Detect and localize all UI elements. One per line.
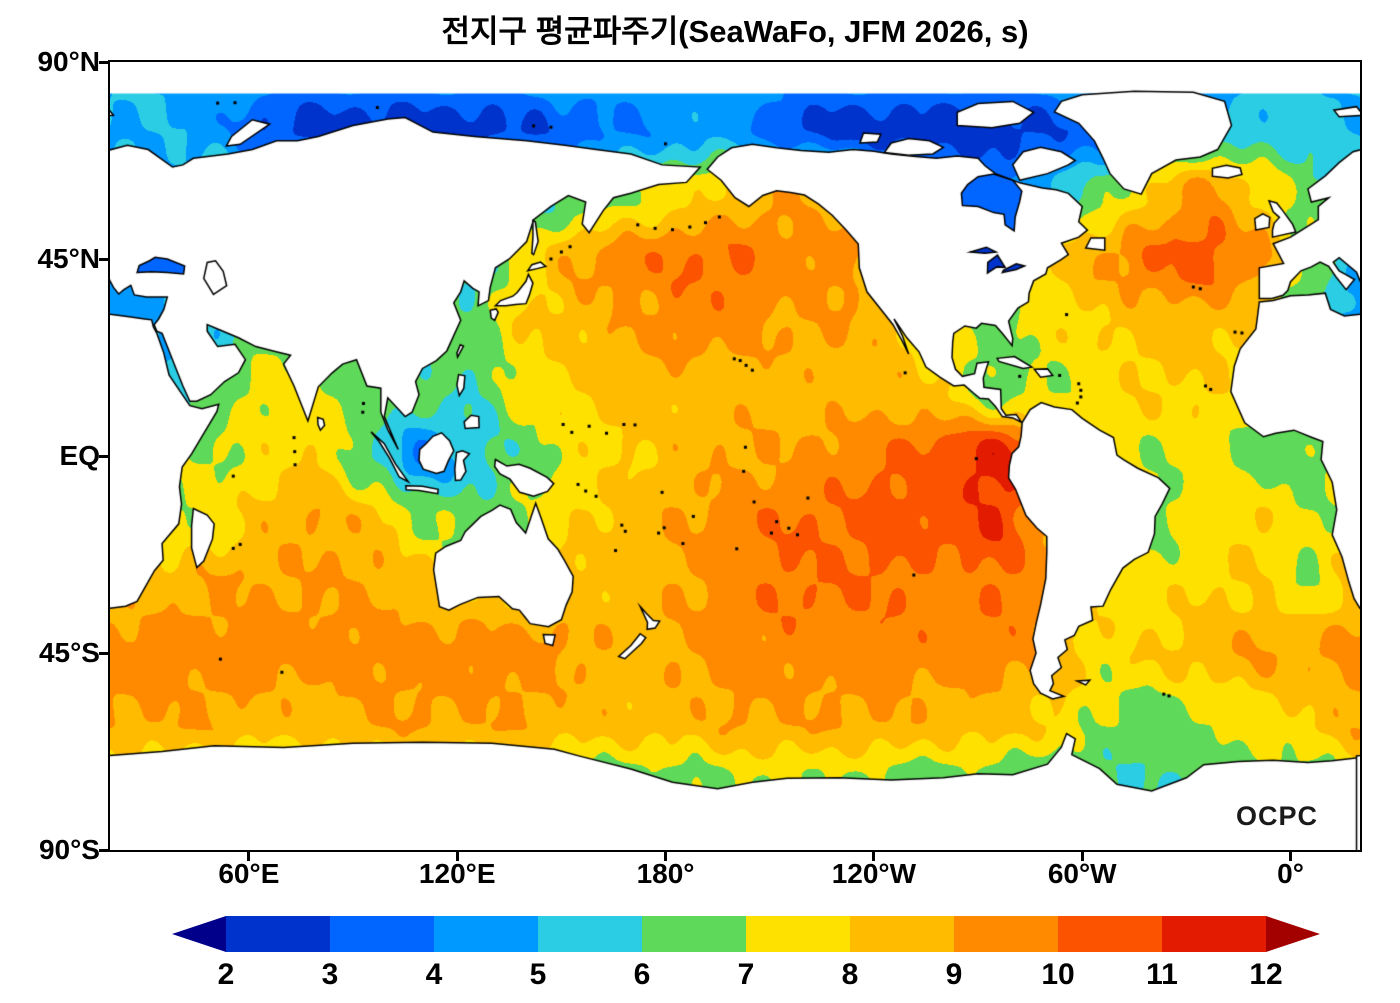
- colorbar-tick-label: 12: [1249, 958, 1283, 991]
- colorbar: 2 3 4 5 6 7 8 9 10 11 12: [172, 916, 1320, 991]
- colorbar-tick-label: 10: [1041, 958, 1075, 991]
- y-tick: [99, 454, 108, 458]
- x-axis-label: 60°W: [1047, 858, 1117, 889]
- colorbar-tick-label: 5: [529, 958, 547, 991]
- x-tick: [1080, 852, 1084, 861]
- x-tick: [1289, 852, 1293, 861]
- colorbar-segment: [434, 916, 538, 952]
- y-axis-label: 90°N: [37, 46, 100, 77]
- x-axis-label: 120°W: [831, 858, 917, 889]
- colorbar-segment: [1162, 916, 1266, 952]
- colorbar-segment: [330, 916, 434, 952]
- colorbar-tick-label: 4: [425, 958, 443, 991]
- x-tick: [455, 852, 459, 861]
- colorbar-segments: 2 3 4 5 6 7 8 9 10 11 12: [218, 916, 1283, 991]
- x-axis-label: 60°E: [218, 858, 280, 889]
- colorbar-segment: [226, 916, 330, 952]
- y-axis-label: 45°S: [38, 637, 100, 668]
- x-axis-label: 180°: [636, 858, 695, 889]
- y-tick: [99, 848, 108, 852]
- chart-title: 전지구 평균파주기(SeaWaFo, JFM 2026, s): [441, 14, 1029, 49]
- colorbar-segment: [746, 916, 850, 952]
- x-tick: [872, 852, 876, 861]
- colorbar-segment: [538, 916, 642, 952]
- colorbar-overflow-arrow-icon: [1266, 916, 1320, 952]
- x-axis-label: 120°E: [418, 858, 496, 889]
- colorbar-underflow-arrow-icon: [172, 916, 226, 952]
- wave-period-heatmap-canvas: [110, 62, 1360, 850]
- y-tick: [99, 257, 108, 261]
- y-axis-label: EQ: [59, 440, 100, 471]
- x-tick: [247, 852, 251, 861]
- colorbar-tick-label: 9: [945, 958, 963, 991]
- y-tick: [99, 651, 108, 655]
- x-tick: [664, 852, 668, 861]
- colorbar-segment: [1058, 916, 1162, 952]
- colorbar-segment: [850, 916, 954, 952]
- y-axis-label: 45°N: [37, 243, 100, 274]
- y-tick: [99, 60, 108, 64]
- colorbar-segment: [642, 916, 746, 952]
- colorbar-tick-label: 2: [217, 958, 235, 991]
- colorbar-tick-label: 11: [1146, 958, 1178, 991]
- x-axis-label: 0°: [1277, 858, 1304, 889]
- colorbar-segment: [954, 916, 1058, 952]
- colorbar-tick-label: 6: [633, 958, 651, 991]
- map-plot-area: OCPC: [108, 60, 1362, 852]
- watermark-label: OCPC: [1235, 801, 1318, 831]
- colorbar-tick-label: 3: [321, 958, 339, 991]
- colorbar-tick-label: 8: [841, 958, 859, 991]
- colorbar-tick-label: 7: [737, 958, 755, 991]
- y-axis-label: 90°S: [38, 834, 100, 865]
